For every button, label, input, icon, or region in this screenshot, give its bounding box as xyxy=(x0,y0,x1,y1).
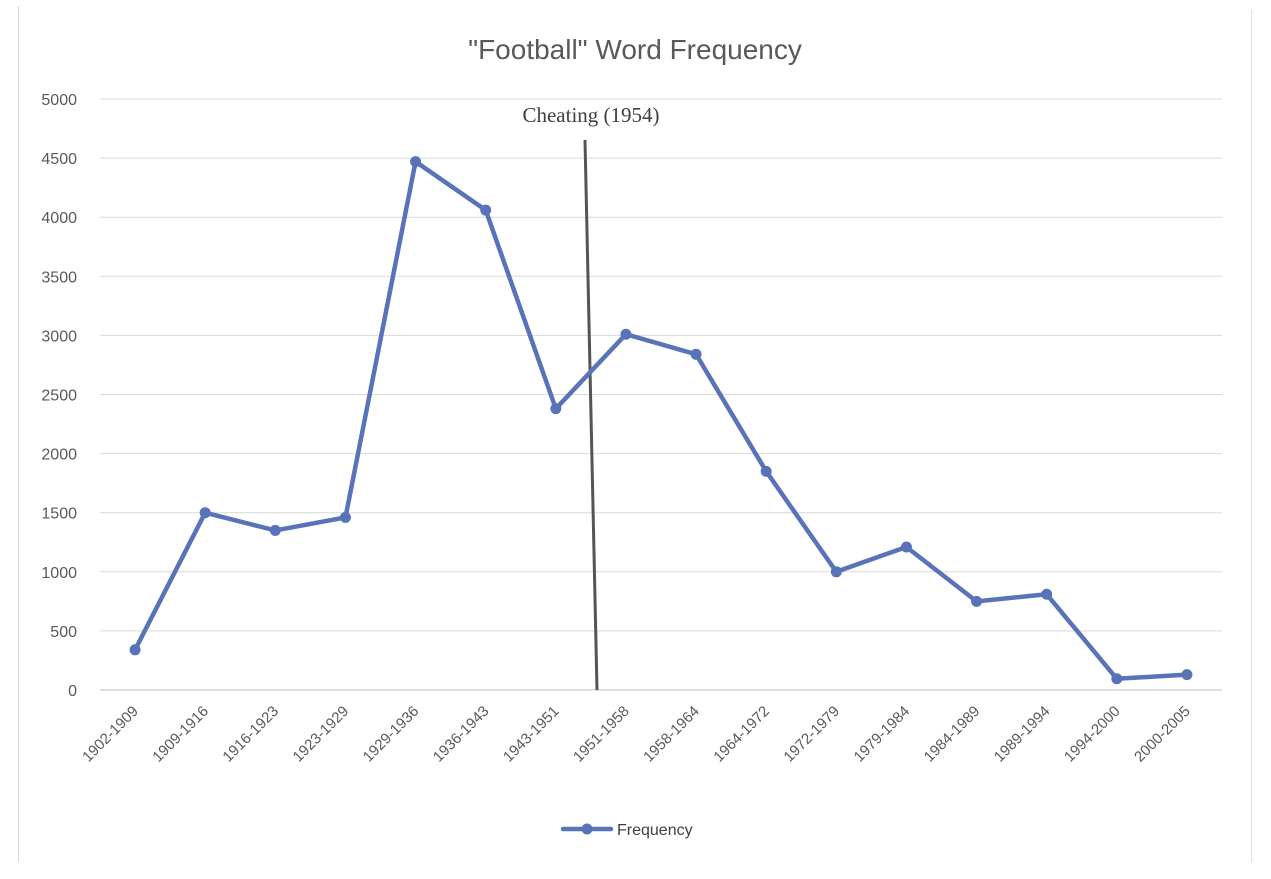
chart-frame-right-border xyxy=(1251,10,1252,862)
x-tick-label: 1989-1994 xyxy=(991,703,1054,766)
data-point xyxy=(339,511,351,523)
data-point xyxy=(1181,669,1193,681)
x-tick-label: 1929-1936 xyxy=(360,703,423,766)
annotation: Cheating (1954) xyxy=(522,103,660,691)
y-tick-label: 4000 xyxy=(41,210,77,227)
x-tick-label: 1951-1958 xyxy=(570,703,633,766)
data-point xyxy=(199,507,211,519)
y-tick-label: 2000 xyxy=(41,447,77,464)
data-point xyxy=(900,541,912,553)
x-tick-label: 1923-1929 xyxy=(290,703,353,766)
x-tick-label: 1909-1916 xyxy=(149,703,212,766)
x-tick-label: 1972-1979 xyxy=(780,703,843,766)
y-tick-label: 0 xyxy=(68,683,77,700)
data-point xyxy=(1041,588,1053,600)
y-axis: 0 500 1000 1500 2000 2500 3000 3500 4000 4500 5000 xyxy=(41,92,77,700)
x-tick-label: 2000-2005 xyxy=(1131,703,1194,766)
legend-label: Frequency xyxy=(617,822,693,839)
x-tick-label: 1902-1909 xyxy=(79,703,142,766)
data-point xyxy=(620,328,632,340)
data-point xyxy=(550,403,562,415)
series-frequency xyxy=(129,156,1193,685)
y-tick-label: 5000 xyxy=(41,92,77,109)
x-tick-label: 1964-1972 xyxy=(710,703,773,766)
data-point xyxy=(410,156,422,168)
data-point xyxy=(269,524,281,536)
series-line-frequency xyxy=(132,159,1190,682)
x-axis: 1902-1909 1909-1916 1916-1923 1923-1929 1929… xyxy=(79,703,1194,766)
data-point xyxy=(690,348,702,360)
legend-marker-swatch xyxy=(581,823,593,835)
y-tick-label: 2500 xyxy=(41,388,77,405)
legend: Frequency xyxy=(560,822,693,839)
y-tick-label: 1500 xyxy=(41,506,77,523)
y-tick-label: 1000 xyxy=(41,565,77,582)
x-tick-label: 1916-1923 xyxy=(219,703,282,766)
cheating-annotation-label: Cheating (1954) xyxy=(522,103,659,127)
chart-frame-left-border xyxy=(18,6,19,862)
y-tick-label: 3000 xyxy=(41,328,77,345)
data-point xyxy=(480,204,492,216)
data-point xyxy=(1111,673,1123,685)
data-point xyxy=(760,465,772,477)
data-point xyxy=(129,644,141,656)
data-point xyxy=(830,566,842,578)
y-tick-label: 3500 xyxy=(41,269,77,286)
gridlines xyxy=(100,98,1222,691)
x-tick-label: 1984-1989 xyxy=(921,703,984,766)
data-point xyxy=(971,595,983,607)
y-tick-label: 500 xyxy=(50,624,77,641)
x-tick-label: 1936-1943 xyxy=(430,703,493,766)
cheating-marker-line xyxy=(583,139,599,691)
chart-title: "Football" Word Frequency xyxy=(468,34,802,65)
x-tick-label: 1958-1964 xyxy=(640,703,703,766)
x-tick-label: 1943-1951 xyxy=(500,703,563,766)
x-tick-label: 1979-1984 xyxy=(851,703,914,766)
y-tick-label: 4500 xyxy=(41,151,77,168)
x-tick-label: 1994-2000 xyxy=(1061,703,1124,766)
